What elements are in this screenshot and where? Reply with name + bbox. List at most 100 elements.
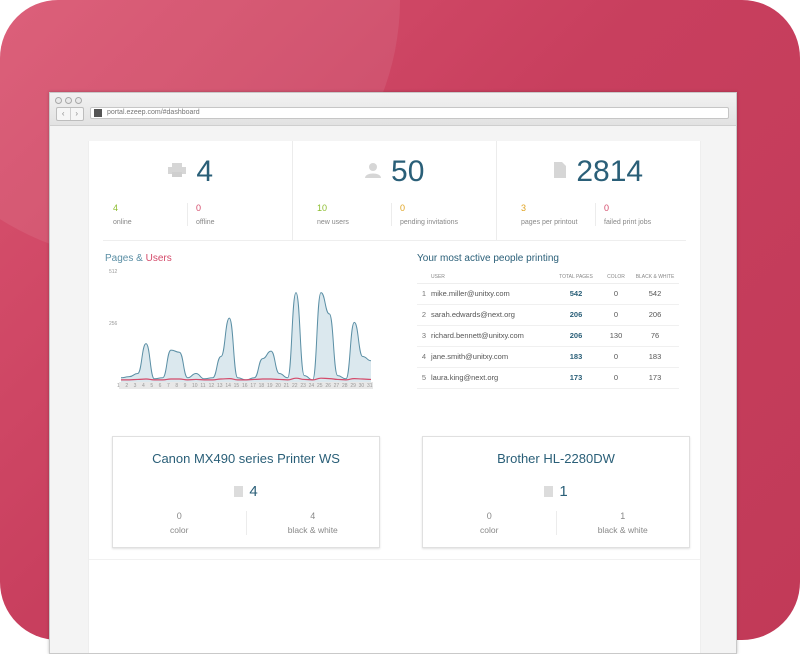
- offline-stat[interactable]: 0 offline: [187, 203, 223, 226]
- divider: [89, 559, 700, 560]
- row-color: 130: [609, 331, 623, 340]
- row-index: 2: [421, 310, 427, 319]
- printer-card-brother[interactable]: Brother HL-2280DW 1 0 color 1 black & wh…: [422, 436, 690, 548]
- x-tick-label: 17: [250, 383, 256, 389]
- x-axis: 1 2 3 4 5 6 7 8 9 10 11 12 13 14 15 16 17 18 19 20 21 22 23 24 2…: [117, 382, 373, 389]
- x-tick-label: 19: [267, 383, 273, 389]
- dashboard-panel: 4 4 online 0 offline: [88, 141, 701, 653]
- minimize-window-button[interactable]: [65, 97, 72, 104]
- printers-stat[interactable]: 4 4 online 0 offline: [89, 141, 292, 241]
- col-black-white[interactable]: BLACK & WHITE: [635, 274, 675, 280]
- row-index: 4: [421, 352, 427, 361]
- active-users-title: Your most active people printing: [417, 253, 559, 264]
- color-count: 0: [176, 511, 182, 521]
- row-bw: 542: [648, 289, 662, 298]
- forward-button[interactable]: ›: [75, 109, 79, 118]
- close-window-button[interactable]: [55, 97, 62, 104]
- row-color: 0: [613, 289, 619, 298]
- table-row[interactable]: 5 laura.king@next.org 173 0 173: [417, 368, 679, 389]
- row-user: jane.smith@unitxy.com: [431, 352, 509, 361]
- color-jobs: 0 color: [423, 511, 556, 535]
- online-label: online: [113, 219, 132, 226]
- col-color[interactable]: COLOR: [607, 274, 625, 280]
- pages-per-printout-count: 3: [521, 203, 527, 213]
- table-header: USER TOTAL PAGES COLOR BLACK & WHITE: [417, 271, 679, 284]
- printer-jobs: 1: [423, 483, 689, 500]
- chart-plot: [120, 292, 372, 382]
- pages-count: 2814: [576, 155, 644, 188]
- color-jobs: 0 color: [113, 511, 246, 535]
- pages-per-printout-stat[interactable]: 3 pages per printout: [521, 203, 595, 226]
- failed-jobs-stat[interactable]: 0 failed print jobs: [595, 203, 659, 226]
- x-tick-label: 4: [142, 383, 145, 389]
- x-tick-label: 13: [217, 383, 223, 389]
- col-user[interactable]: USER: [431, 274, 445, 280]
- users-stat[interactable]: 50 10 new users 0 pending invitations: [292, 141, 496, 241]
- row-user: mike.miller@unitxy.com: [431, 289, 510, 298]
- row-total: 173: [569, 373, 583, 382]
- x-tick-label: 1: [117, 383, 120, 389]
- x-tick-label: 26: [325, 383, 331, 389]
- bw-label: black & white: [287, 525, 338, 535]
- back-button[interactable]: ‹: [57, 108, 71, 120]
- x-tick-label: 16: [242, 383, 248, 389]
- row-bw: 173: [648, 373, 662, 382]
- row-index: 3: [421, 331, 427, 340]
- document-icon: [234, 486, 244, 497]
- row-bw: 183: [648, 352, 662, 361]
- bw-jobs: 1 black & white: [555, 511, 690, 535]
- chart-title-amp: &: [133, 253, 146, 264]
- x-tick-label: 23: [300, 383, 306, 389]
- pending-invitations-label: pending invitations: [400, 219, 458, 226]
- printer-job-count: 4: [249, 483, 258, 500]
- table-row[interactable]: 4 jane.smith@unitxy.com 183 0 183: [417, 347, 679, 368]
- printer-icon: [167, 162, 186, 182]
- col-total-pages[interactable]: TOTAL PAGES: [559, 274, 593, 280]
- table-row[interactable]: 3 richard.bennett@unitxy.com 206 130 76: [417, 326, 679, 347]
- x-tick-label: 28: [342, 383, 348, 389]
- window-controls: [55, 97, 82, 104]
- printers-count: 4: [196, 155, 214, 188]
- favicon-icon: [94, 109, 102, 117]
- x-tick-label: 9: [183, 383, 187, 389]
- x-tick-label: 12: [208, 383, 215, 389]
- row-user: sarah.edwards@next.org: [431, 310, 515, 319]
- new-users-count: 10: [317, 203, 328, 213]
- stats-row: 4 4 online 0 offline: [89, 141, 700, 241]
- row-color: 0: [613, 373, 619, 382]
- row-color: 0: [613, 310, 619, 319]
- failed-jobs-label: failed print jobs: [604, 219, 652, 226]
- series-area-pages: [121, 292, 371, 382]
- pages-stat[interactable]: 2814 3 pages per printout 0 failed print…: [496, 141, 700, 241]
- document-icon: [553, 161, 566, 183]
- row-user: richard.bennett@unitxy.com: [431, 331, 524, 340]
- new-users-stat[interactable]: 10 new users: [317, 203, 391, 226]
- x-tick-label: 22: [292, 383, 298, 389]
- browser-window: ‹ › portal.ezeep.com/#dashboard 4 4: [49, 92, 737, 654]
- x-tick-label: 25: [317, 383, 323, 389]
- document-icon: [544, 486, 554, 497]
- x-tick-label: 18: [258, 383, 265, 389]
- zoom-window-button[interactable]: [75, 97, 82, 104]
- pages-users-chart[interactable]: 512 256 1 2 3 4 5 6 7 8 9 10 11 12 13 14 15 16 17 18 19 20 2…: [97, 269, 373, 397]
- pending-invitations-stat[interactable]: 0 pending invitations: [391, 203, 466, 226]
- x-tick-label: 31: [367, 383, 373, 389]
- printer-card-canon[interactable]: Canon MX490 series Printer WS 4 0 color …: [112, 436, 380, 548]
- y-tick-256: 256: [109, 321, 118, 327]
- online-stat[interactable]: 4 online: [113, 203, 187, 226]
- printer-job-count: 1: [559, 483, 568, 500]
- color-label: color: [480, 525, 499, 535]
- table-row[interactable]: 2 sarah.edwards@next.org 206 0 206: [417, 305, 679, 326]
- row-bw: 206: [648, 310, 662, 319]
- new-users-label: new users: [317, 219, 349, 226]
- x-tick-label: 6: [158, 383, 162, 389]
- x-tick-label: 20: [275, 383, 281, 389]
- table-row[interactable]: 1 mike.miller@unitxy.com 542 0 542: [417, 284, 679, 305]
- address-bar[interactable]: portal.ezeep.com/#dashboard: [90, 107, 729, 119]
- active-users-table: USER TOTAL PAGES COLOR BLACK & WHITE 1 m…: [417, 271, 679, 389]
- bw-label: black & white: [597, 525, 648, 535]
- printer-name: Canon MX490 series Printer WS: [152, 451, 340, 466]
- color-count: 0: [486, 511, 492, 521]
- divider: [103, 240, 686, 241]
- failed-jobs-count: 0: [604, 203, 610, 213]
